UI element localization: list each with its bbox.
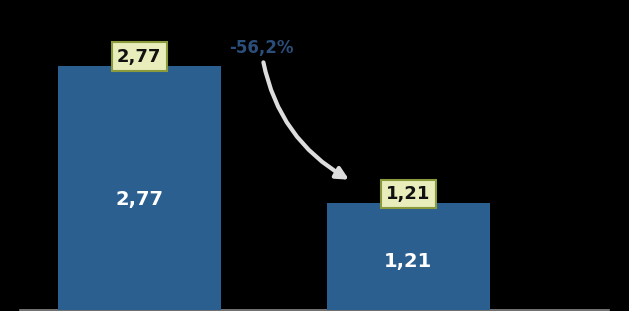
Text: -56,2%: -56,2% (229, 39, 345, 177)
Text: 1,21: 1,21 (386, 185, 431, 203)
Bar (327, 203, 490, 310)
Bar (58, 66, 221, 310)
Text: 2,77: 2,77 (117, 48, 162, 66)
Text: 2,77: 2,77 (115, 190, 163, 209)
Text: 1,21: 1,21 (384, 252, 433, 271)
